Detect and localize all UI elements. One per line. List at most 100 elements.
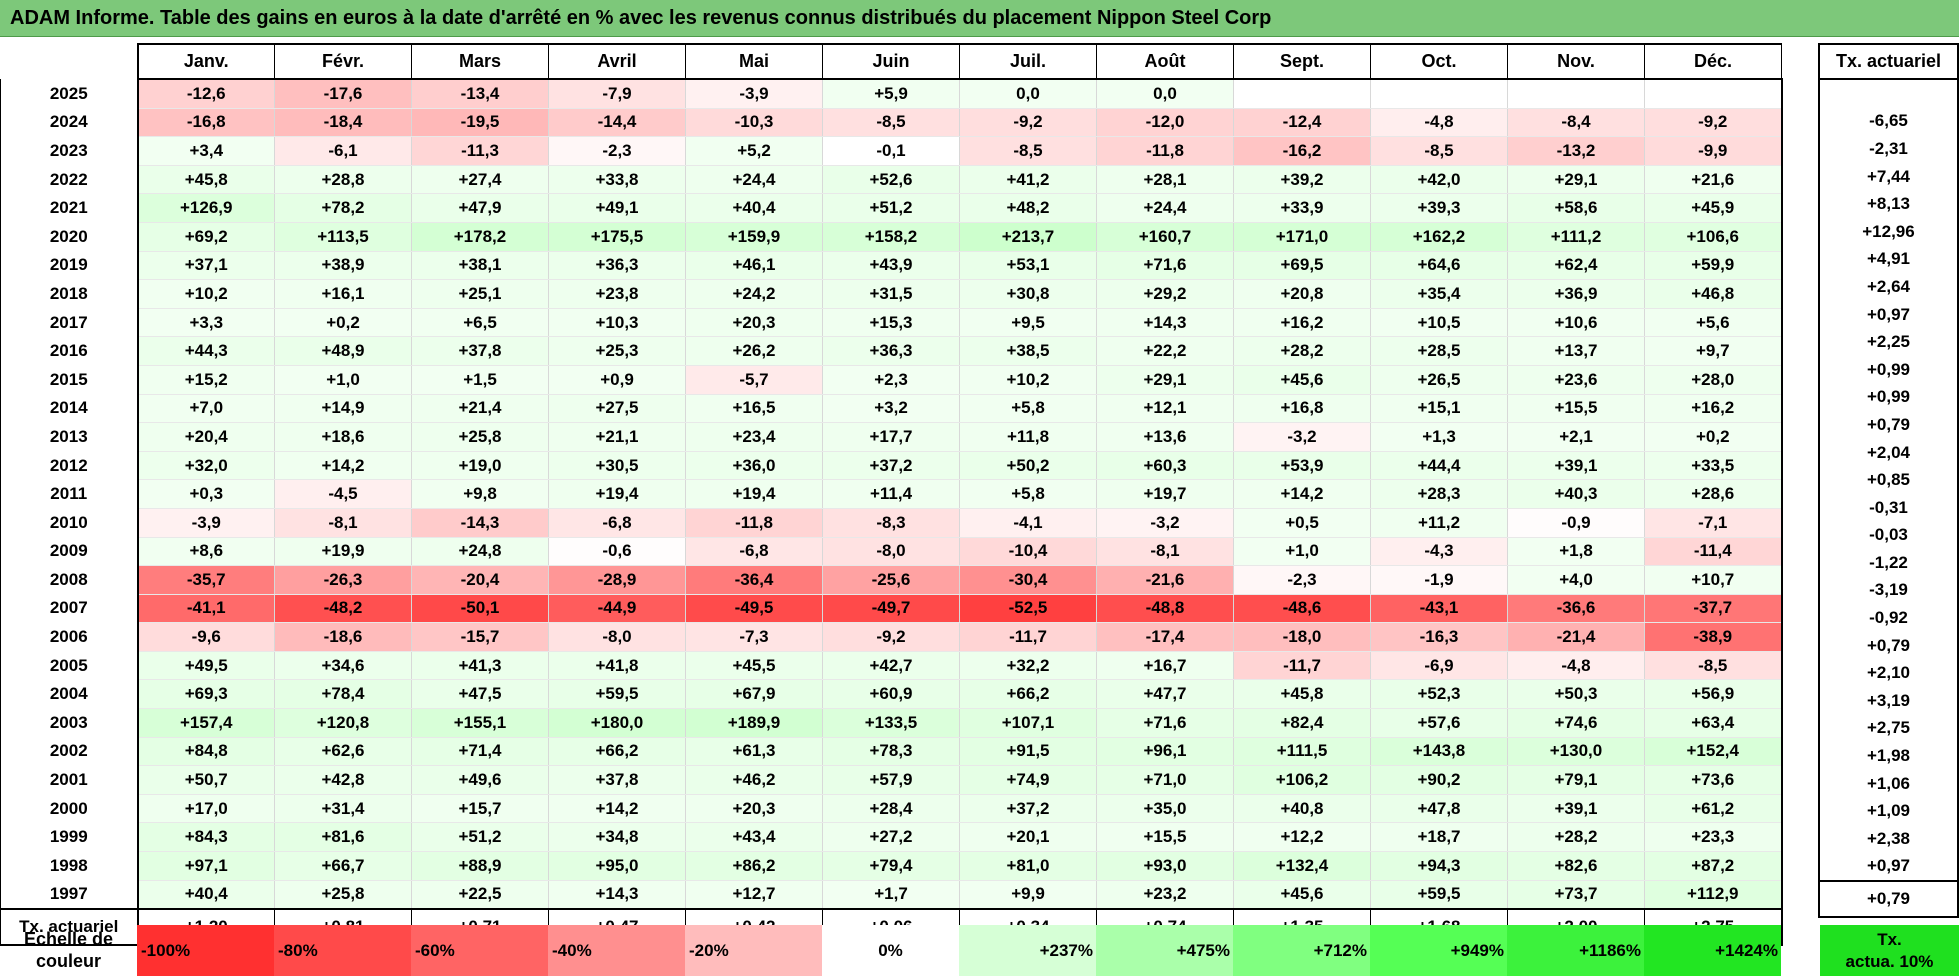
gain-cell: -15,7 — [411, 622, 549, 652]
month-header: Déc. — [1644, 43, 1782, 80]
row-year: 2001 — [0, 765, 139, 795]
gain-cell: +28,0 — [1644, 365, 1783, 395]
gain-cell: +30,5 — [548, 451, 686, 481]
rate-cell — [1818, 79, 1959, 108]
gain-cell: +36,3 — [548, 251, 686, 281]
gain-cell: +111,2 — [1507, 222, 1645, 252]
rate-cell: +2,04 — [1818, 438, 1959, 467]
gain-cell: -0,9 — [1507, 508, 1645, 538]
gain-cell: +71,6 — [1096, 708, 1234, 738]
color-scale-swatch: -80% — [274, 925, 411, 976]
gain-cell: -21,4 — [1507, 622, 1645, 652]
gain-cell: +28,1 — [1096, 165, 1234, 195]
gain-cell: +27,4 — [411, 165, 549, 195]
gain-cell: -8,5 — [1644, 651, 1783, 681]
gain-cell: +53,9 — [1233, 451, 1371, 481]
gain-cell: +37,8 — [411, 336, 549, 366]
row-year: 2024 — [0, 108, 139, 137]
row-year: 2009 — [0, 537, 139, 566]
table-row: 2022 +45,8 +28,8 +27,4 +33,8 +24,4 +52,6 +41,2 +… — [0, 165, 1783, 195]
gain-cell: -4,3 — [1370, 537, 1508, 567]
gain-cell: +34,6 — [274, 651, 412, 681]
row-year: 2016 — [0, 336, 139, 366]
gain-cell: -7,9 — [548, 79, 686, 109]
gain-cell: +37,2 — [822, 451, 960, 481]
gain-cell: -12,0 — [1096, 108, 1234, 138]
row-year: 2007 — [0, 594, 139, 623]
gain-cell: +20,3 — [685, 794, 823, 824]
gain-cell: +16,1 — [274, 279, 412, 309]
table-row: 2012 +32,0 +14,2 +19,0 +30,5 +36,0 +37,2 +50,2 +… — [0, 451, 1783, 481]
gain-cell: +5,6 — [1644, 308, 1783, 338]
gain-cell: +20,4 — [136, 422, 275, 452]
gain-cell: -20,4 — [411, 565, 549, 595]
gain-cell — [1233, 79, 1371, 109]
gain-cell: +58,6 — [1507, 193, 1645, 223]
gain-cell: +82,4 — [1233, 708, 1371, 738]
gain-cell: +43,9 — [822, 251, 960, 281]
gain-cell: -10,3 — [685, 108, 823, 138]
row-year: 2022 — [0, 165, 139, 194]
rate-cell: +2,64 — [1818, 273, 1959, 301]
gain-cell: +19,4 — [548, 479, 686, 509]
gain-cell: +155,1 — [411, 708, 549, 738]
rate-cell: -3,19 — [1818, 576, 1959, 605]
gain-cell: +21,6 — [1644, 165, 1783, 195]
row-year: 2005 — [0, 651, 139, 680]
gain-cell: +59,9 — [1644, 251, 1783, 281]
gain-cell: +27,2 — [822, 822, 960, 853]
gain-cell: +7,0 — [136, 394, 275, 424]
gain-cell: -36,4 — [685, 565, 823, 595]
row-year: 2004 — [0, 679, 139, 709]
gain-cell: +20,1 — [959, 822, 1097, 853]
rate-cell: +0,79 — [1818, 411, 1959, 439]
rate-header: Tx. actuariel — [1818, 43, 1959, 80]
row-year: 1999 — [0, 822, 139, 852]
gain-cell: -11,7 — [1233, 651, 1371, 681]
gain-cell: +62,4 — [1507, 251, 1645, 281]
gain-cell: +16,2 — [1644, 394, 1783, 424]
gain-cell: +38,9 — [274, 251, 412, 281]
gain-cell: -2,3 — [1233, 565, 1371, 595]
rate-cell: +8,13 — [1818, 190, 1959, 218]
gain-cell: +22,5 — [411, 880, 549, 911]
table-row: 2025 -12,6 -17,6 -13,4 -7,9 -3,9 +5,9 0,0 0,0 — [0, 79, 1783, 109]
gain-cell: +38,5 — [959, 336, 1097, 366]
gain-cell: +133,5 — [822, 708, 960, 738]
gain-cell: +17,7 — [822, 422, 960, 452]
gain-cell: +23,2 — [1096, 880, 1234, 911]
gain-cell: +53,1 — [959, 251, 1097, 281]
gain-cell: -9,6 — [136, 622, 275, 652]
month-header: Nov. — [1507, 43, 1645, 80]
gain-cell: +28,6 — [1644, 479, 1783, 509]
gain-cell: -16,3 — [1370, 622, 1508, 652]
gain-cell: +24,2 — [685, 279, 823, 309]
gain-cell: +29,1 — [1507, 165, 1645, 195]
gain-cell: +39,2 — [1233, 165, 1371, 195]
gain-cell: +48,9 — [274, 336, 412, 366]
row-year: 2012 — [0, 451, 139, 480]
rate-cell: +0,99 — [1818, 355, 1959, 384]
gain-cell: +15,5 — [1507, 394, 1645, 424]
gain-cell: +78,3 — [822, 737, 960, 767]
gain-cell: +157,4 — [136, 708, 275, 738]
gain-cell: +48,2 — [959, 193, 1097, 223]
gain-cell: -36,6 — [1507, 594, 1645, 624]
gain-cell: -13,2 — [1507, 136, 1645, 166]
rate-table: Tx. actuariel -6,65 -2,31 +7,44 +8,13 +12,96 +… — [1818, 43, 1959, 919]
gain-cell: +0,9 — [548, 365, 686, 395]
table-row: 2007 -41,1 -48,2 -50,1 -44,9 -49,5 -49,7 -52,5-… — [0, 594, 1783, 624]
gain-cell: +32,2 — [959, 651, 1097, 681]
gain-cell: +25,3 — [548, 336, 686, 366]
gain-cell: +59,5 — [548, 679, 686, 710]
gain-cell: +1,5 — [411, 365, 549, 395]
gain-cell: -28,9 — [548, 565, 686, 595]
gain-cell: +132,4 — [1233, 851, 1371, 881]
row-year: 2008 — [0, 565, 139, 595]
color-scale-rate-line2: actua. 10% — [1845, 951, 1934, 971]
gain-cell: +79,1 — [1507, 765, 1645, 795]
gain-cell: -16,2 — [1233, 136, 1371, 166]
gain-cell: +47,7 — [1096, 679, 1234, 710]
color-scale: -100% -80% -60% -40% -20% 0% +237% +475% +712% +9… — [137, 925, 1781, 976]
gain-cell: +12,1 — [1096, 394, 1234, 424]
